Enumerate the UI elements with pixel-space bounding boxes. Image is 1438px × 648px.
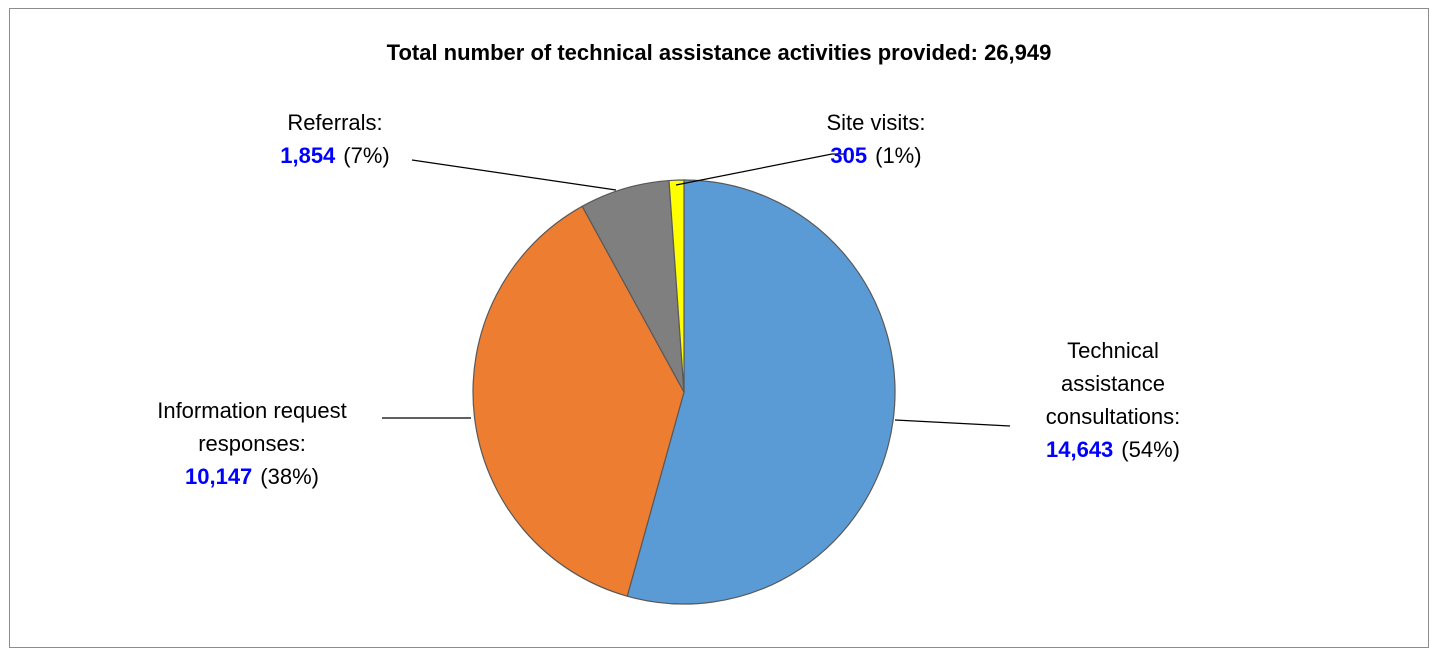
- slice-percent-referrals: (7%): [343, 143, 389, 168]
- leader-line-site-visits: [675, 153, 846, 186]
- slice-label-line: Technical: [1067, 338, 1159, 363]
- slice-percent-site-visits: (1%): [875, 143, 921, 168]
- slice-value-referrals: 1,854: [280, 143, 336, 168]
- pie-slice-information: [472, 205, 685, 597]
- slice-labels: Technical assistance consultations: 14,643 (…: [157, 110, 1180, 489]
- leader-lines: [382, 153, 1011, 427]
- chart-title: Total number of technical assistance act…: [387, 40, 1052, 65]
- pie-slice-site-visits: [668, 179, 685, 393]
- slice-percent-information: (38%): [260, 464, 319, 489]
- slice-label-referrals: Referrals: 1,854 (7%): [280, 110, 390, 168]
- slice-label-technical: Technical assistance consultations: 14,643 (…: [1046, 338, 1181, 462]
- slice-label-information: Information request responses: 10,147 (38%): [157, 398, 347, 489]
- slice-percent-technical: (54%): [1121, 437, 1180, 462]
- pie-slices: [472, 179, 896, 605]
- slice-label-line: Site visits:: [826, 110, 925, 135]
- slice-value-site-visits: 305: [830, 143, 867, 168]
- slice-label-line: Information request: [157, 398, 347, 423]
- leader-line-technical: [894, 419, 1011, 427]
- slice-label-line: Referrals:: [287, 110, 382, 135]
- slice-label-line: consultations:: [1046, 404, 1181, 429]
- slice-value-information: 10,147: [185, 464, 252, 489]
- slice-label-line: assistance: [1061, 371, 1165, 396]
- pie-chart: Total number of technical assistance act…: [157, 40, 1180, 605]
- slice-label-site-visits: Site visits: 305 (1%): [826, 110, 925, 168]
- slice-label-line: responses:: [198, 431, 306, 456]
- leader-line-referrals: [411, 159, 617, 191]
- slice-value-technical: 14,643: [1046, 437, 1113, 462]
- pie-slice-technical: [626, 179, 896, 605]
